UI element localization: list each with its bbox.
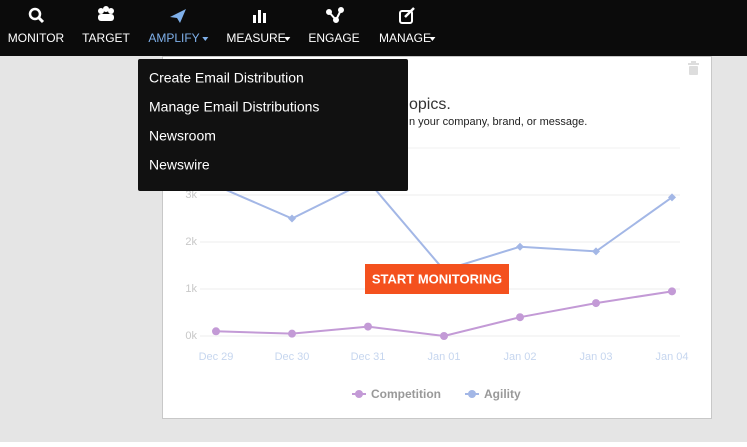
dropdown-item[interactable]: Newswire [149, 157, 210, 173]
dropdown-item[interactable]: Manage Email Distributions [149, 99, 319, 115]
caret [429, 37, 436, 41]
start-button[interactable]: START MONITORING [365, 264, 509, 294]
x-tick-label: Dec 30 [275, 351, 310, 363]
point [592, 247, 600, 256]
legend-label[interactable]: Competition [371, 387, 441, 401]
nav-item[interactable]: TARGET [82, 31, 130, 45]
nav: MONITOR TARGET AMPLIFY MEASURE ENGAGE MANAGE [8, 31, 436, 45]
trash-icon[interactable] [688, 61, 699, 75]
point [440, 332, 448, 340]
x-tick-label: Dec 31 [351, 351, 386, 363]
y-tick-label: 0k [185, 330, 197, 342]
caret [284, 37, 291, 41]
nav-item[interactable]: ENGAGE [308, 31, 359, 45]
nav-item[interactable]: MANAGE [379, 31, 431, 45]
x-tick-label: Jan 02 [503, 351, 536, 363]
point [364, 322, 372, 331]
y-tick-label: 2k [185, 236, 197, 248]
nav-icons [28, 6, 415, 24]
point [212, 327, 220, 336]
point [592, 299, 600, 308]
button-label[interactable]: START MONITORING [372, 271, 502, 286]
dropdown-item[interactable]: Create Email Distribution [149, 70, 304, 86]
button-bg[interactable] [365, 264, 509, 294]
point [668, 193, 676, 202]
nav-item[interactable]: MONITOR [8, 31, 65, 45]
card-heading: opics. [409, 96, 451, 113]
x-tick-label: Jan 01 [427, 351, 460, 363]
nav-item[interactable]: AMPLIFY [148, 31, 199, 45]
dropdown-item[interactable]: Newsroom [149, 128, 216, 144]
dropdown: Create Email Distribution Manage Email Di… [138, 59, 408, 191]
nav-item[interactable]: MEASURE [226, 31, 285, 45]
point [516, 242, 524, 251]
legend-label[interactable]: Agility [484, 387, 521, 401]
x-tick-label: Dec 29 [199, 351, 234, 363]
x-tick-label: Jan 03 [579, 351, 612, 363]
legend-marker [468, 390, 476, 398]
y-tick-label: 1k [185, 283, 197, 295]
caret [202, 37, 209, 41]
point [288, 329, 296, 338]
nav-bar [0, 0, 747, 56]
legend-marker [355, 390, 363, 398]
y-tick-label: 3k [185, 189, 197, 201]
dropdown-bg [138, 59, 408, 191]
card-subheading: n your company, brand, or message. [409, 116, 587, 128]
x-tick-label: Jan 04 [655, 351, 688, 363]
point [668, 287, 676, 296]
point [516, 313, 524, 322]
point [288, 214, 296, 223]
